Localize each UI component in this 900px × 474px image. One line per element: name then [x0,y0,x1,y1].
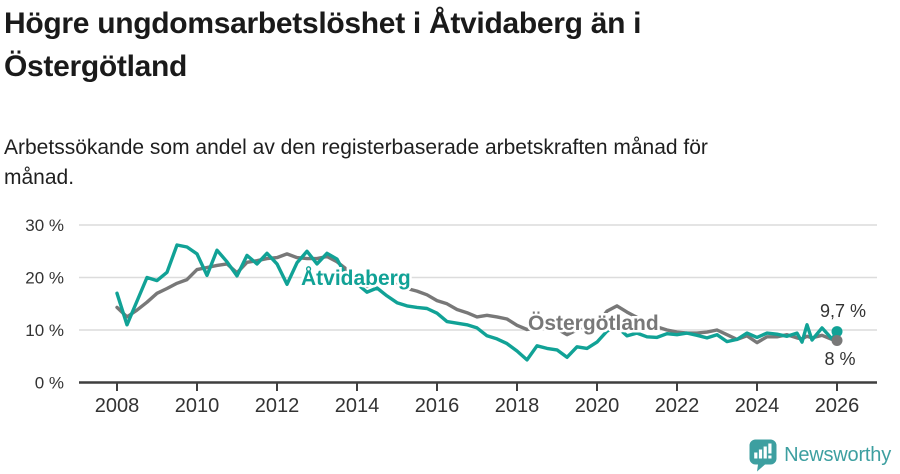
newsworthy-logo[interactable]: Newsworthy [749,439,891,472]
series-label-ostergotland: Östergötland [528,312,659,335]
series-end-dot-atvidaberg [831,326,843,338]
x-tick-label: 2024 [735,395,780,417]
series-label-ostergotland: Östergötland [528,312,659,335]
series-end-dot-ostergotland [831,335,843,346]
chart-subtitle-line-2: månad. [4,166,75,189]
y-tick-label: 20 % [25,269,64,288]
x-tick-label: 2008 [95,395,140,417]
x-tick-label: 2026 [815,395,860,417]
chart-title: Högre ungdomsarbetslöshet i Åtvidaberg ä… [4,2,864,88]
x-tick-label: 2010 [175,395,220,417]
y-tick-label: 30 % [25,216,64,235]
x-tick-label: 2012 [255,395,300,417]
chart-subtitle-line-1: Arbetssökande som andel av den registerb… [4,136,708,159]
chart-subtitle: Arbetssökande som andel av den registerb… [4,133,864,193]
newsworthy-logo-text: Newsworthy [784,444,891,466]
series-line-atvidaberg [115,243,839,362]
x-tick-label: 2018 [495,395,540,417]
y-tick-label: 0 % [35,374,64,393]
chart-title-line-2: Östergötland [4,50,188,83]
end-value-label-ostergotland: 8 % [824,349,855,369]
series-label-atvidaberg: Åtvidaberg [301,266,411,290]
x-tick-label: 2020 [575,395,620,417]
x-tick-label: 2022 [655,395,700,417]
chart-title-line-1: Högre ungdomsarbetslöshet i Åtvidaberg ä… [4,7,642,40]
x-tick-label: 2016 [415,395,460,417]
series-label-atvidaberg: Åtvidaberg [301,266,411,290]
end-value-label-atvidaberg: 9,7 % [820,301,866,321]
x-tick-label: 2014 [335,395,380,417]
newsworthy-bubble-icon [749,439,777,472]
y-tick-label: 10 % [25,321,64,340]
